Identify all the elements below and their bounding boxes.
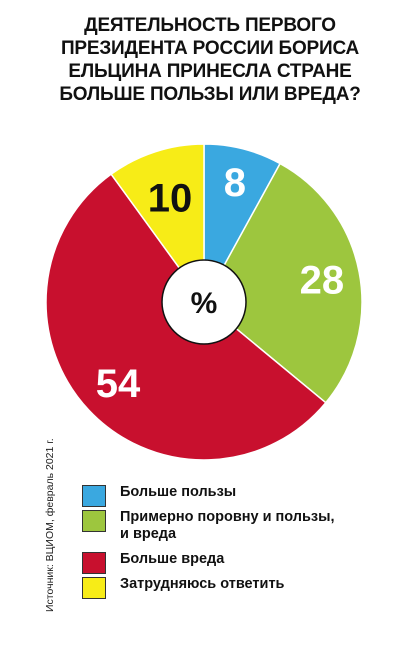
pie-center-circle (161, 259, 247, 345)
pie-value-label: 28 (300, 259, 345, 303)
legend-label: Больше пользы (120, 484, 237, 500)
legend: Больше пользы Примерно поровну и пользы,… (82, 484, 402, 601)
pie-center-label: % (191, 287, 218, 320)
legend-swatch (82, 552, 106, 574)
legend-item-hard-to-say: Затрудняюсь ответить (82, 576, 402, 599)
legend-swatch (82, 485, 106, 507)
title-line: ДЕЯТЕЛЬНОСТЬ ПЕРВОГО (84, 15, 336, 36)
legend-swatch (82, 510, 106, 532)
legend-item-more-benefit: Больше пользы (82, 484, 402, 507)
legend-item-more-harm: Больше вреда (82, 551, 402, 574)
pie-value-label: 10 (148, 176, 193, 220)
pie-chart: 8 28 54 10% (45, 143, 363, 461)
legend-label: Затрудняюсь ответить (120, 576, 285, 592)
title-line: ЕЛЬЦИНА ПРИНЕСЛА СТРАНЕ (68, 61, 352, 82)
pie-slice (203, 162, 363, 404)
legend-swatch (82, 577, 106, 599)
legend-item-equal: Примерно поровну и пользы, и вреда (82, 509, 402, 543)
legend-label: и вреда (120, 526, 177, 542)
legend-label: Примерно поровну и пользы, (120, 509, 335, 525)
source-note: Источник: ВЦИОМ, февраль 2021 г. (44, 438, 56, 612)
title-line: ПРЕЗИДЕНТА РОССИИ БОРИСА (60, 38, 360, 59)
title-line: БОЛЬШЕ ПОЛЬЗЫ ИЛИ ВРЕДА? (59, 84, 361, 105)
legend-label: Больше вреда (120, 551, 225, 567)
pie-slice (110, 143, 205, 305)
pie-value-label: 54 (96, 362, 141, 406)
chart-title: ДЕЯТЕЛЬНОСТЬ ПЕРВОГО ПРЕЗИДЕНТА РОССИИ Б… (30, 14, 390, 106)
pie-value-label: 8 (224, 161, 246, 205)
